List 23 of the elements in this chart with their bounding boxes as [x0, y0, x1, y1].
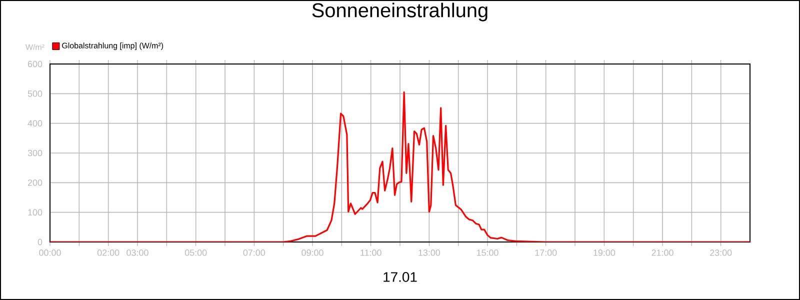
x-tick-label: 05:00 [184, 250, 207, 256]
x-tick-label: 09:00 [302, 250, 324, 256]
x-tick-label: 07:00 [243, 250, 266, 256]
y-tick-label: 0 [38, 238, 42, 246]
x-tick-label: 02:00 [97, 250, 120, 256]
y-tick-label: 100 [28, 209, 42, 216]
y-tick-label: 500 [28, 90, 42, 97]
y-tick-label: 300 [28, 150, 42, 156]
y-tick-label: 200 [28, 179, 42, 186]
line-series [50, 91, 750, 242]
x-tick-label: 15:00 [476, 250, 498, 256]
x-tick-label: 21:00 [652, 250, 674, 256]
x-tick-label: 17:00 [535, 250, 557, 256]
x-tick-label: 03:00 [126, 250, 148, 256]
y-tick-label: 400 [28, 120, 42, 127]
x-tick-label: 11:00 [360, 250, 382, 256]
x-tick-label: 19:00 [594, 250, 616, 256]
x-axis-title: 17.01 [384, 272, 417, 282]
chart-title: Sonneneinstrahlung [312, 2, 488, 22]
y-tick-label: 600 [28, 60, 42, 68]
x-tick-label: 00:00 [39, 250, 61, 256]
x-tick-label: 13:00 [418, 250, 440, 256]
x-tick-label: 23:00 [710, 250, 732, 256]
